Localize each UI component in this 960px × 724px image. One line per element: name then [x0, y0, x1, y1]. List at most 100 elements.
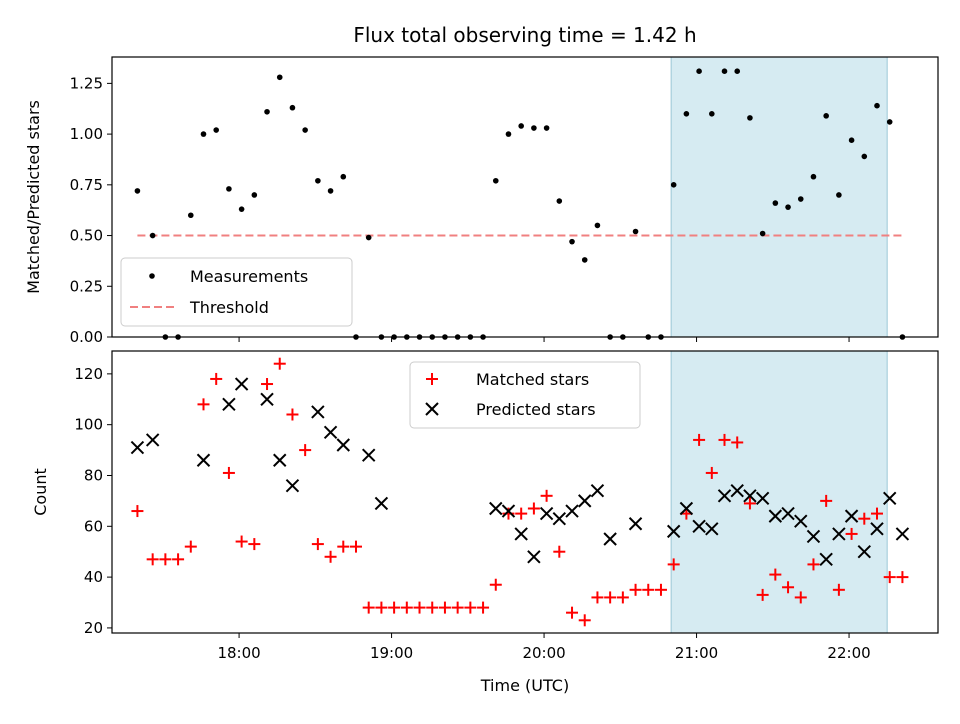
top-ytick-label: 0.50: [70, 227, 103, 245]
predicted-star-point: [679, 501, 694, 516]
measurement-point: [251, 192, 258, 198]
bottom-ylabel: Count: [31, 468, 50, 516]
matched-star-point: [540, 489, 553, 502]
predicted-star-point: [819, 552, 833, 567]
predicted-star-point: [755, 491, 770, 506]
predicted-star-point: [717, 489, 732, 503]
legend-measurements-marker: [149, 273, 155, 279]
measurement-point: [531, 125, 537, 131]
predicted-star-point: [552, 511, 567, 526]
measurement-point: [543, 125, 550, 131]
measurement-point: [492, 177, 499, 184]
top-ytick-label: 1.00: [70, 125, 103, 143]
predicted-star-point: [692, 519, 706, 534]
predicted-star-point: [311, 405, 325, 419]
matched-star-point: [794, 591, 807, 604]
matched-star-point: [858, 512, 871, 525]
measurement-point: [759, 230, 766, 237]
predicted-star-point: [857, 544, 872, 559]
predicted-star-point: [565, 504, 579, 518]
legend-measurements-label: Measurements: [190, 267, 308, 286]
matched-star-point: [273, 357, 286, 370]
legend-matched-label: Matched stars: [476, 370, 589, 389]
top-plot-frame: [111, 56, 939, 338]
measurement-point: [848, 137, 855, 143]
measurement-point: [683, 111, 690, 117]
matched-star-point: [515, 507, 528, 520]
matched-star-point: [718, 433, 731, 446]
matched-star-point: [235, 535, 248, 548]
matched-star-point: [146, 553, 159, 566]
predicted-star-point: [273, 453, 287, 467]
matched-star-point: [388, 601, 401, 614]
predicted-star-point: [628, 517, 643, 531]
matched-star-point: [731, 436, 744, 449]
matched-star-point: [642, 583, 655, 596]
predicted-star-point: [336, 438, 350, 452]
bottom-highlight-span: [670, 350, 888, 634]
measurement-point: [594, 222, 601, 229]
matched-star-point: [400, 601, 413, 614]
matched-star-point: [502, 507, 515, 520]
measurement-point: [213, 127, 220, 133]
predicted-star-point: [501, 504, 516, 518]
matched-star-point: [375, 601, 388, 614]
matched-star-point: [604, 591, 617, 604]
bottom-ytick-label: 60: [84, 517, 103, 535]
matched-star-point: [159, 553, 172, 566]
top-ytick-label: 0.75: [70, 176, 103, 194]
matched-star-point: [566, 606, 579, 619]
matched-star-point: [197, 398, 210, 411]
bottom-ytick-label: 20: [84, 619, 103, 637]
predicted-star-point: [527, 550, 541, 564]
predicted-star-point: [730, 484, 744, 498]
legend-predicted-label: Predicted stars: [476, 400, 596, 419]
matched-star-point: [705, 466, 718, 479]
predicted-star-point: [234, 377, 249, 391]
predicted-star-point: [145, 433, 160, 447]
top-ylabel: Matched/Predicted stars: [24, 100, 43, 294]
predicted-star-point: [361, 448, 376, 462]
measurement-point: [276, 74, 283, 81]
predicted-star-point: [196, 453, 211, 467]
matched-star-point: [349, 540, 362, 553]
matched-star-point: [324, 550, 337, 563]
predicted-star-point: [794, 514, 808, 528]
matched-star-point: [871, 507, 884, 520]
measurement-point: [302, 127, 308, 133]
bottom-plot-frame: [111, 350, 939, 634]
matched-star-point: [426, 601, 439, 614]
matched-star-point: [299, 444, 312, 457]
matched-star-point: [654, 583, 667, 596]
measurement-point: [365, 234, 372, 241]
chart-title: Flux total observing time = 1.42 h: [353, 23, 696, 47]
matched-star-point: [489, 578, 502, 591]
measurement-point: [134, 188, 141, 194]
measurement-point: [238, 206, 245, 212]
measurement-point: [874, 102, 880, 109]
measurement-point: [721, 68, 728, 75]
predicted-star-point: [895, 527, 910, 541]
bottom-ytick-label: 120: [74, 365, 103, 383]
bottom-xtick-label: 20:00: [522, 644, 565, 662]
top-ytick-label: 1.25: [70, 74, 103, 92]
predicted-star-point: [222, 397, 236, 412]
measurement-point: [289, 104, 296, 111]
matched-star-point: [451, 601, 464, 614]
top-ytick-label: 0.00: [70, 328, 103, 346]
matched-star-point: [845, 527, 858, 540]
predicted-star-point: [705, 522, 719, 536]
matched-star-point: [438, 601, 451, 614]
matched-star-point: [591, 591, 604, 604]
bottom-legend: Matched stars Predicted stars: [409, 361, 641, 429]
matched-star-point: [362, 601, 375, 614]
matched-star-point: [413, 601, 426, 614]
predicted-star-point: [590, 484, 605, 498]
measurement-point: [187, 212, 194, 219]
matched-star-point: [210, 372, 223, 385]
matched-star-point: [553, 545, 566, 558]
top-panel: 0.00 0.25 0.50 0.75 1.00 1.25 Matched/Predict…: [24, 56, 939, 346]
predicted-star-point: [883, 491, 897, 506]
measurement-point: [327, 188, 334, 194]
